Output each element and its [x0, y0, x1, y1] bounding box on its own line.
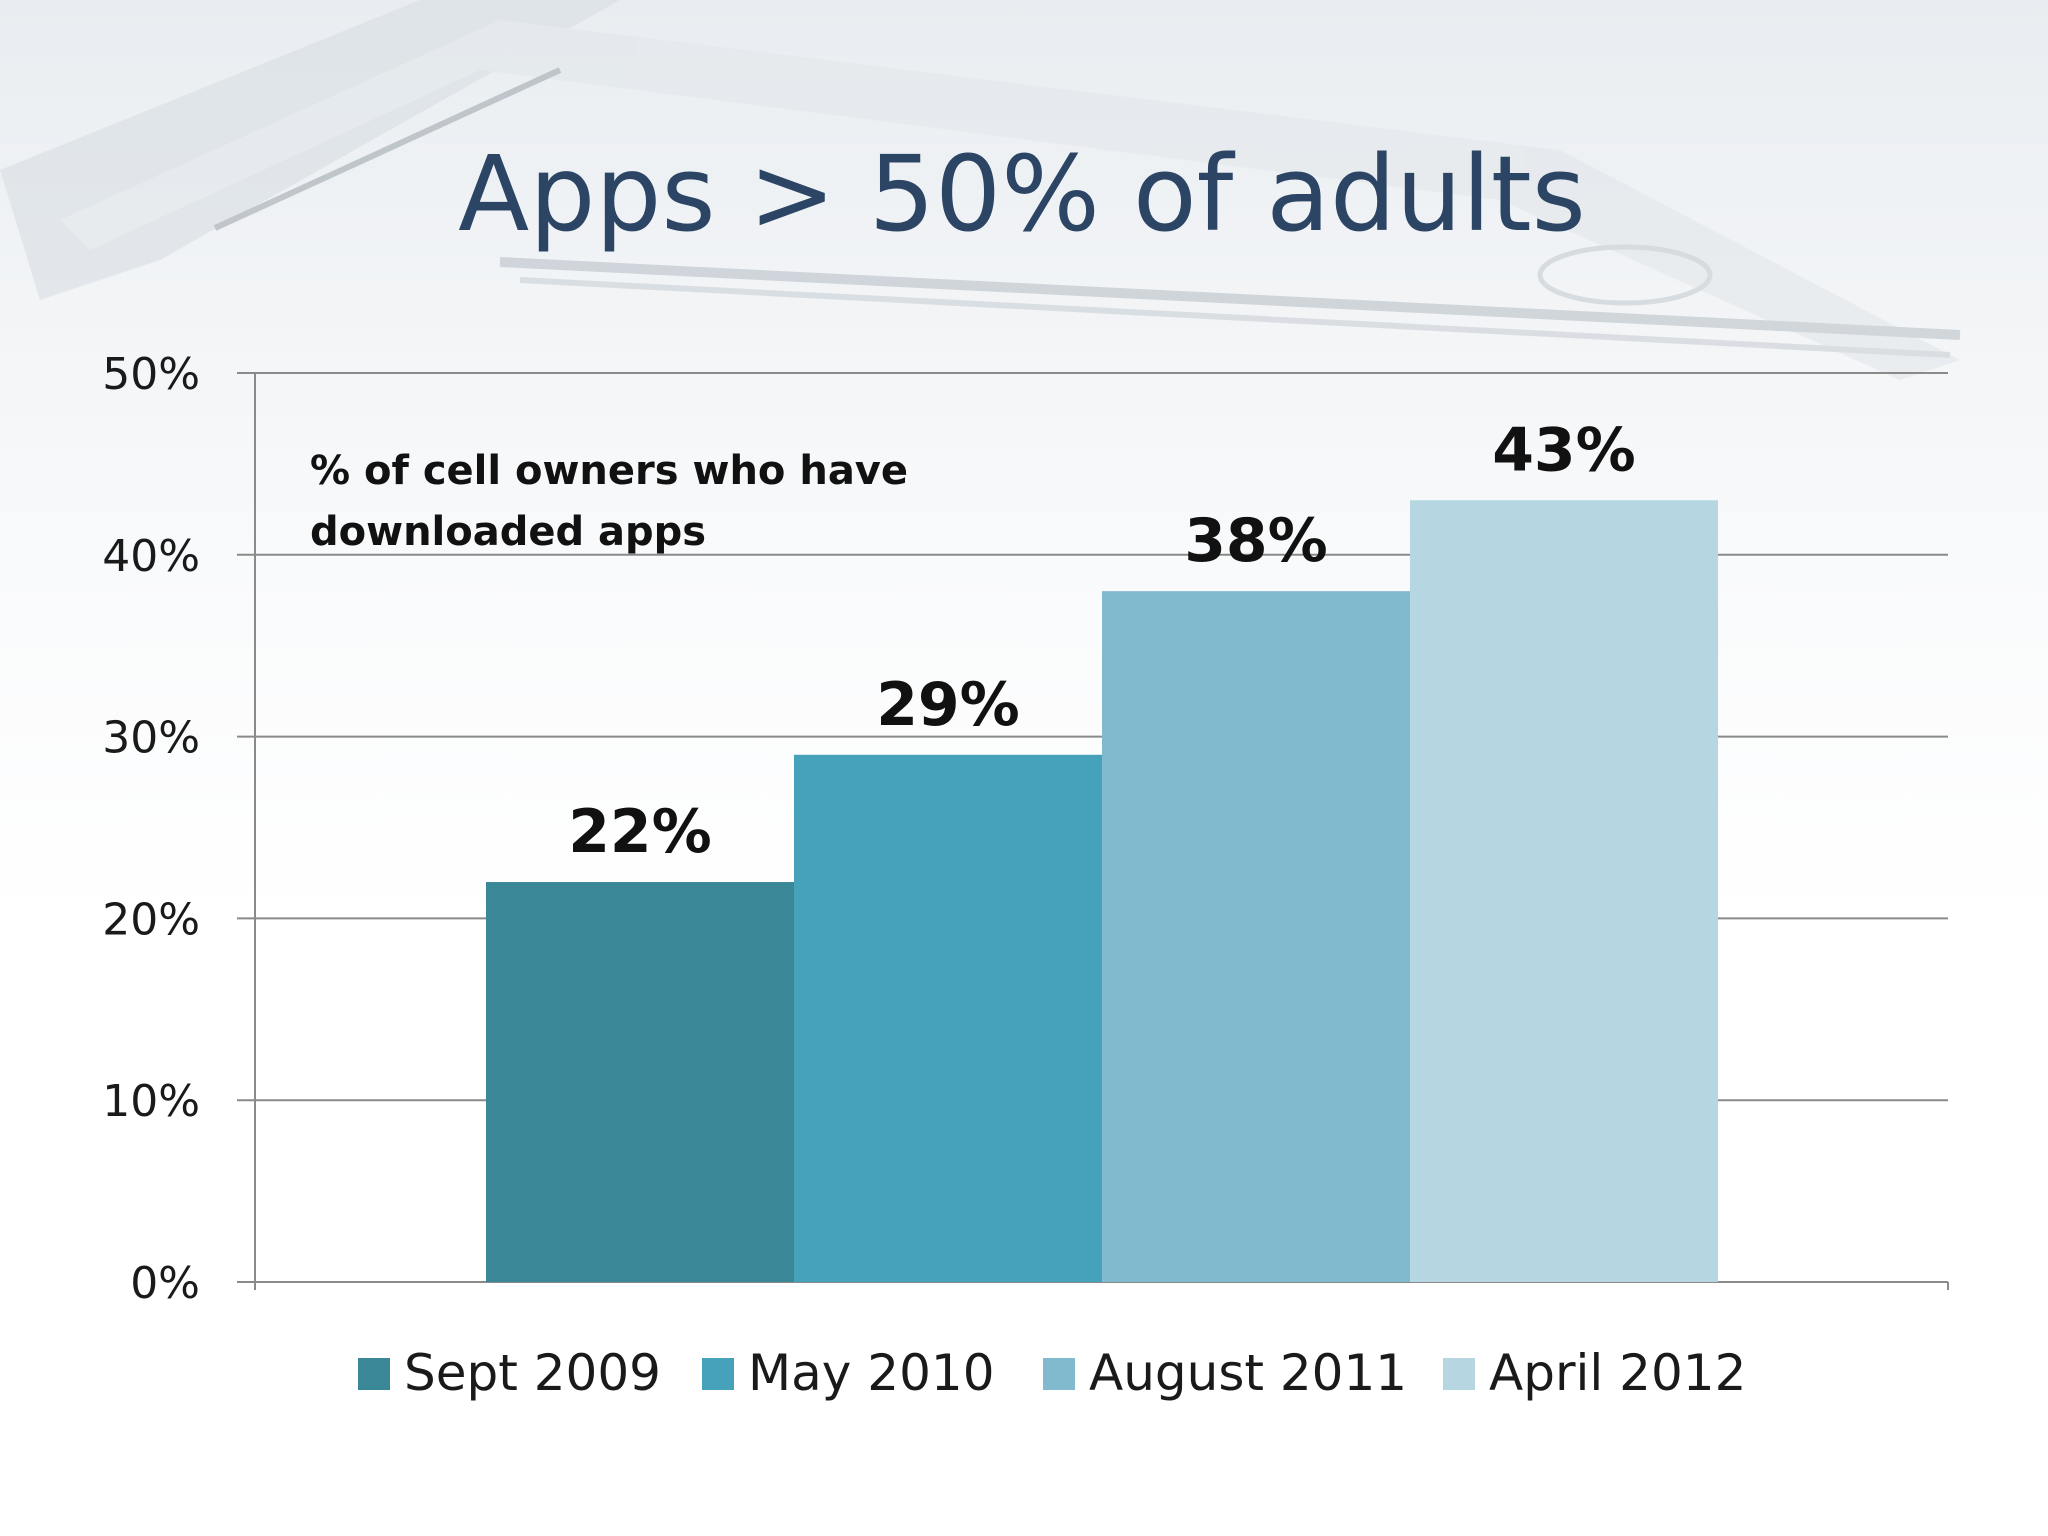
y-tick-label: 10%: [102, 1076, 200, 1127]
legend-swatch: [1043, 1358, 1075, 1390]
bar: [1102, 591, 1410, 1282]
legend-swatch: [1443, 1358, 1475, 1390]
data-label: 29%: [876, 670, 1020, 740]
y-tick-label: 50%: [102, 349, 200, 400]
legend-label: May 2010: [748, 1344, 995, 1402]
y-tick-label: 30%: [102, 713, 200, 764]
bar: [1410, 500, 1718, 1282]
data-labels: 22% 29% 38% 43%: [568, 415, 1636, 867]
chart-annotation-line-2: downloaded apps: [310, 509, 706, 555]
data-label: 22%: [568, 797, 712, 867]
legend-swatch: [702, 1358, 734, 1390]
y-tick-label: 20%: [102, 894, 200, 945]
legend-swatch: [358, 1358, 390, 1390]
legend-label: Sept 2009: [404, 1344, 661, 1402]
legend-label: August 2011: [1089, 1344, 1407, 1402]
bars: [486, 500, 1718, 1282]
bar: [794, 754, 1102, 1282]
y-tick-label: 40%: [102, 531, 200, 582]
chart-title: Apps > 50% of adults: [458, 133, 1586, 255]
y-tick-label: 0%: [130, 1258, 200, 1309]
legend-label: April 2012: [1489, 1344, 1746, 1402]
data-label: 43%: [1492, 415, 1636, 485]
legend: Sept 2009 May 2010 August 2011 April 2012: [358, 1344, 1746, 1402]
data-label: 38%: [1184, 506, 1328, 576]
y-axis-ticks: 0% 10% 20% 30% 40% 50%: [102, 349, 200, 1309]
chart-annotation-line-1: % of cell owners who have: [310, 448, 908, 494]
bar: [486, 882, 794, 1282]
